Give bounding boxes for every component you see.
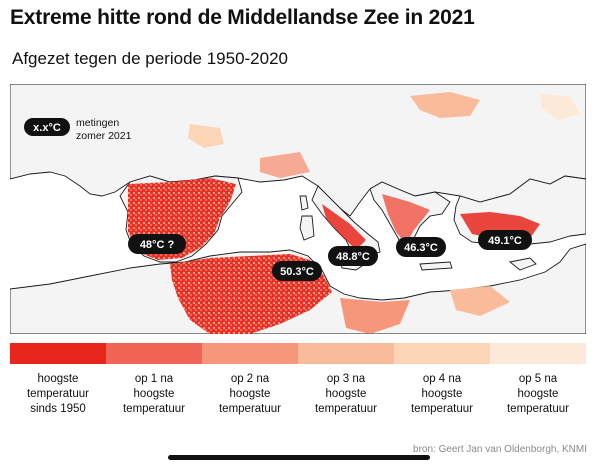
land-cyprus bbox=[508, 257, 537, 271]
svg-text:48°C ?: 48°C ? bbox=[140, 239, 175, 251]
legend-swatch-3 bbox=[202, 343, 298, 364]
map-key-line1: metingen bbox=[76, 117, 119, 129]
map-key-badge-text: x.x°C bbox=[33, 122, 61, 134]
temp-label-tunisia: 50.3°C bbox=[272, 261, 322, 281]
heat-map-canvas: x.x°C metingen zomer 2021 48°C ? 50.3°C … bbox=[10, 84, 586, 334]
legend-label-3: op 2 na hoogste temperatuur bbox=[218, 373, 281, 415]
temp-label-greece: 46.3°C bbox=[396, 237, 446, 257]
legend-label-6: op 5 na hoogste temperatuur bbox=[506, 373, 569, 415]
legend-swatch-4 bbox=[298, 343, 394, 364]
page-title: Extreme hitte rond de Middellandse Zee i… bbox=[10, 6, 475, 29]
temp-label-turkey: 49.1°C bbox=[478, 230, 532, 250]
legend-color-bar bbox=[10, 343, 586, 364]
svg-text:50.3°C: 50.3°C bbox=[280, 266, 314, 278]
legend-swatch-6 bbox=[490, 343, 586, 364]
source-credit: bron: Geert Jan van Oldenborgh, KNMI bbox=[413, 444, 587, 455]
legend-swatch-2 bbox=[106, 343, 202, 364]
svg-text:46.3°C: 46.3°C bbox=[404, 242, 438, 254]
land-sardinia bbox=[299, 195, 315, 241]
map-key-line2: zomer 2021 bbox=[76, 130, 132, 142]
legend-label-5: op 4 na hoogste temperatuur bbox=[410, 373, 473, 415]
temp-label-spain: 48°C ? bbox=[128, 234, 186, 254]
page-subtitle: Afgezet tegen de periode 1950-2020 bbox=[12, 49, 289, 68]
land-crete bbox=[419, 261, 453, 271]
legend-swatch-5 bbox=[394, 343, 490, 364]
map-key: x.x°C metingen zomer 2021 bbox=[24, 117, 132, 142]
legend-swatch-1 bbox=[10, 343, 106, 364]
heat-map: x.x°C metingen zomer 2021 48°C ? 50.3°C … bbox=[10, 84, 586, 334]
legend-label-2: op 1 na hoogste temperatuur bbox=[122, 373, 185, 415]
svg-text:48.8°C: 48.8°C bbox=[336, 251, 370, 263]
temp-label-sicily: 48.8°C bbox=[328, 246, 378, 266]
legend-labels: hoogste temperatuur sinds 1950 op 1 na h… bbox=[10, 372, 586, 417]
svg-text:49.1°C: 49.1°C bbox=[488, 235, 522, 247]
legend-label-4: op 3 na hoogste temperatuur bbox=[314, 373, 377, 415]
home-indicator[interactable] bbox=[168, 455, 430, 460]
legend-label-1: hoogste temperatuur sinds 1950 bbox=[26, 373, 89, 415]
map-key-badge bbox=[24, 118, 70, 136]
